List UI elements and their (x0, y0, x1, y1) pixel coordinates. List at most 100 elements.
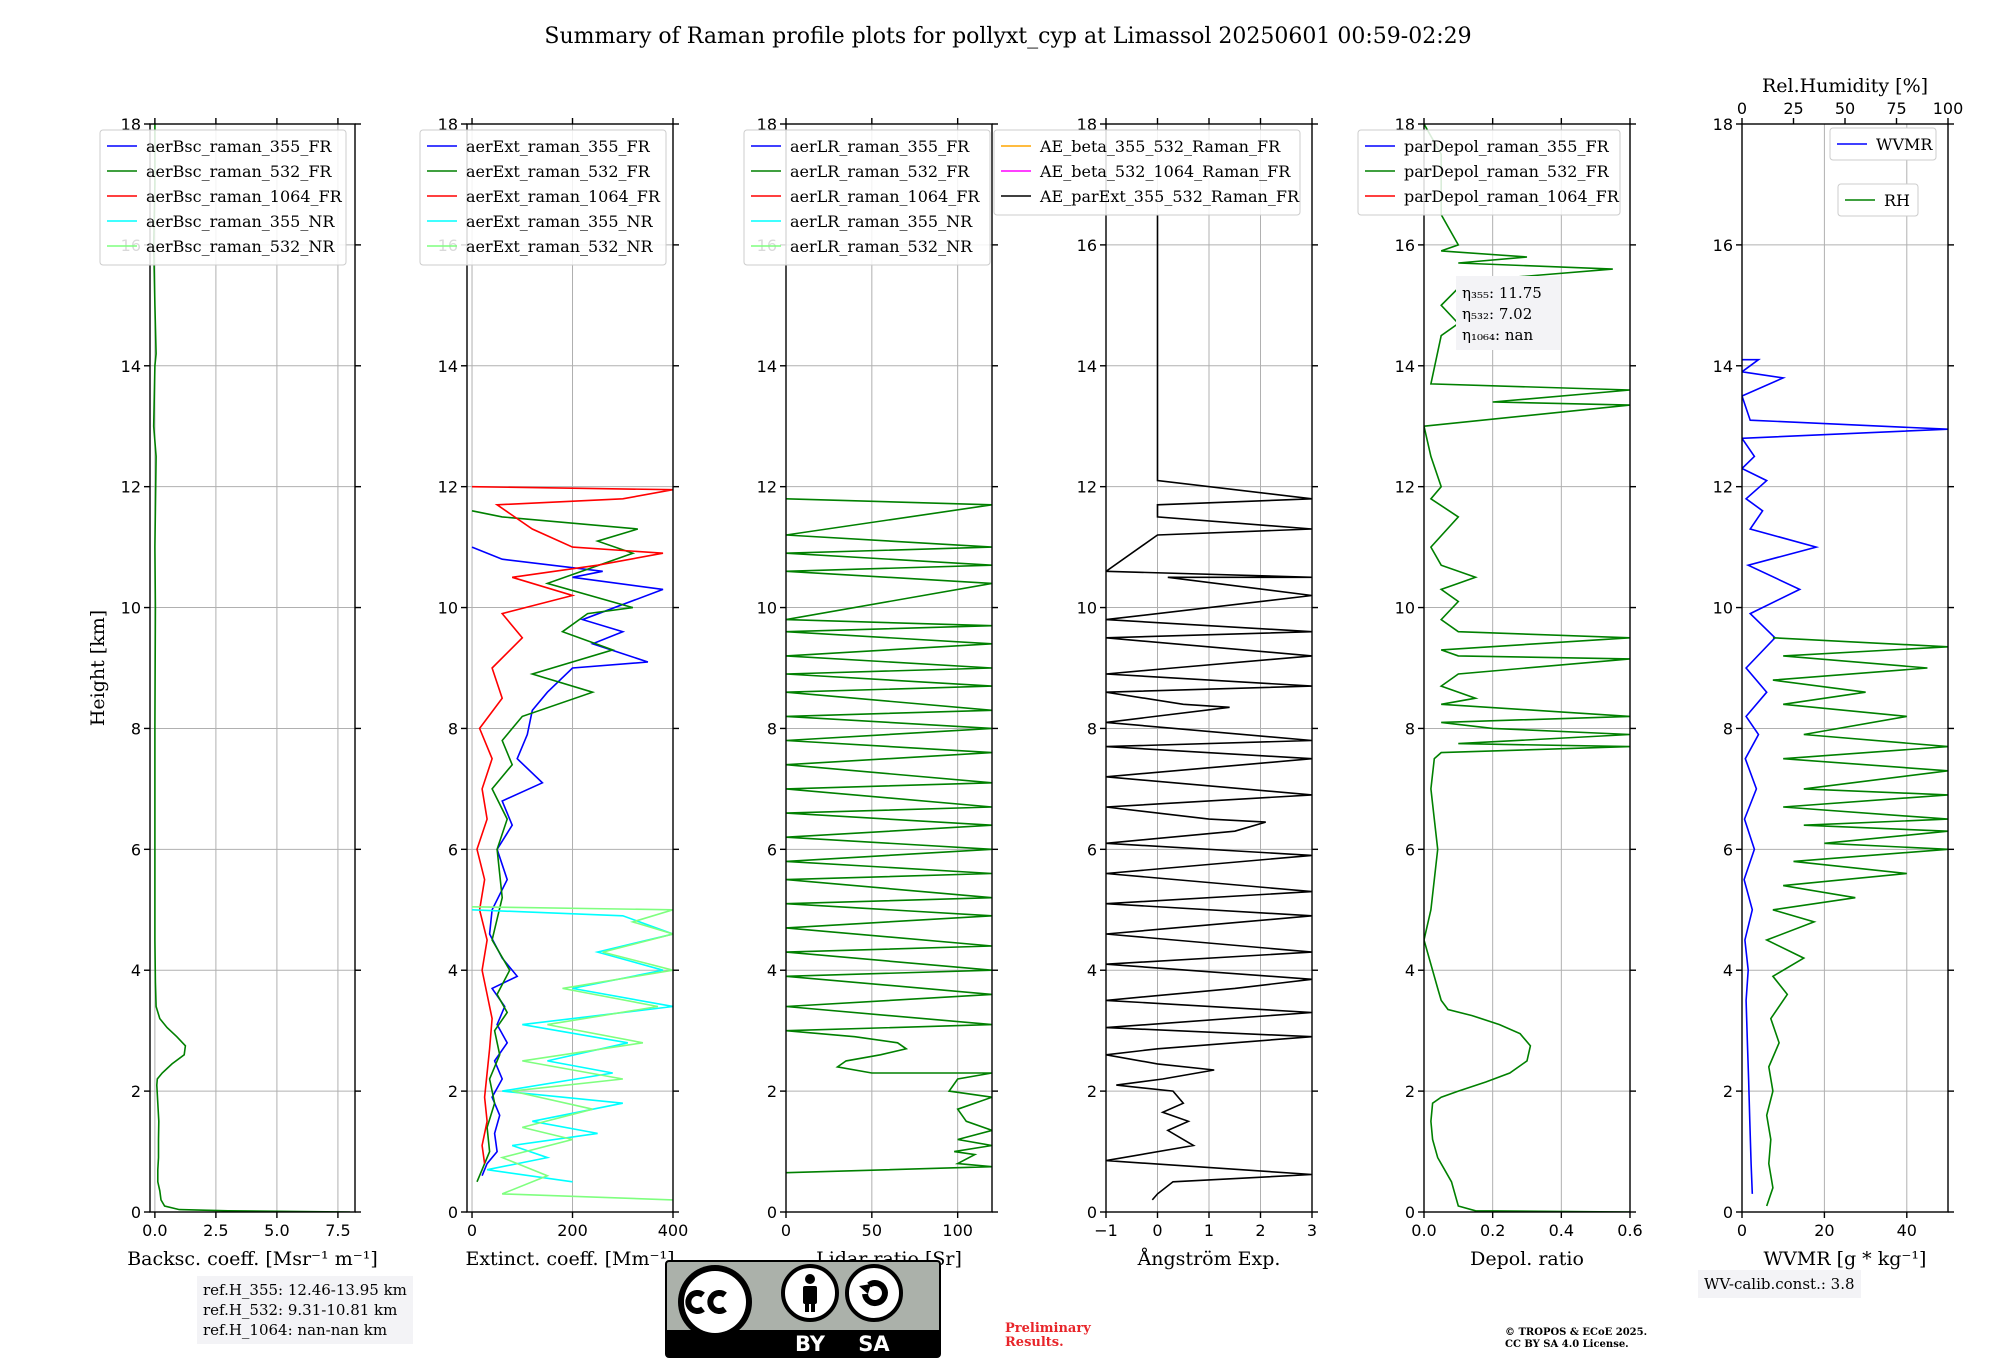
x-axis-label: Extinct. coeff. [Mm⁻¹] (465, 1248, 674, 1270)
xtick-label: 1 (1204, 1221, 1214, 1240)
panel-lidar_ratio: 024681012141618050100Lidar ratio [Sr]aer… (743, 115, 998, 1270)
xtick-label: 50 (862, 1221, 882, 1240)
series-parDepol_raman_532_FR (1424, 124, 1630, 1212)
legend-label: WVMR (1876, 135, 1933, 154)
ytick-label: 0 (767, 1203, 777, 1222)
preliminary-line2: Results. (1005, 1335, 1064, 1350)
ytick-label: 12 (1713, 478, 1733, 497)
legend-label: AE_beta_355_532_Raman_FR (1039, 137, 1281, 156)
ytick-label: 2 (1723, 1082, 1733, 1101)
ytick-label: 2 (448, 1082, 458, 1101)
ytick-label: 2 (1087, 1082, 1097, 1101)
legend-label: aerExt_raman_532_NR (466, 237, 654, 256)
copyright-line2: CC BY SA 4.0 License. (1505, 1339, 1629, 1350)
series-aerExt_raman_355_FR (471, 546, 664, 1177)
ytick-label: 14 (1713, 357, 1733, 376)
ytick-label: 6 (767, 840, 777, 859)
ytick-label: 6 (1087, 840, 1097, 859)
ytick-label: 4 (1405, 961, 1415, 980)
ytick-label: 2 (767, 1082, 777, 1101)
legend-label: AE_parExt_355_532_Raman_FR (1039, 187, 1300, 206)
ytick-label: 18 (757, 115, 777, 134)
legend-box (1829, 127, 1937, 161)
top-xtick-label: 25 (1783, 99, 1803, 118)
xtick-label: 0 (1152, 1221, 1162, 1240)
legend-box (1357, 129, 1621, 216)
ytick-label: 4 (1087, 961, 1097, 980)
copyright-note: © TROPOS & ECoE 2025. CC BY SA 4.0 Licen… (1505, 1327, 1647, 1351)
ytick-label: 12 (438, 478, 458, 497)
series-AE_parExt_355_532_Raman_FR (1106, 214, 1312, 1201)
ytick-label: 6 (131, 840, 141, 859)
ytick-label: 18 (1713, 115, 1733, 134)
legend-label: aerBsc_raman_355_NR (146, 212, 335, 231)
top-xtick-label: 0 (1737, 99, 1747, 118)
legend-box (419, 129, 667, 266)
ytick-label: 16 (1077, 236, 1097, 255)
ytick-label: 0 (1405, 1203, 1415, 1222)
ytick-label: 8 (448, 719, 458, 738)
reference-heights-box: ref.H_355: 12.46-13.95 km ref.H_532: 9.3… (197, 1276, 413, 1344)
legend-label: parDepol_raman_1064_FR (1404, 187, 1620, 206)
ytick-label: 18 (121, 115, 141, 134)
ytick-label: 12 (121, 478, 141, 497)
xtick-label: 0.2 (1480, 1221, 1505, 1240)
series-WVMR (1742, 358, 1948, 1194)
xtick-label: 20 (1814, 1221, 1834, 1240)
legend-label: aerLR_raman_532_NR (790, 237, 973, 256)
legend-label: RH (1884, 191, 1910, 210)
wv-calibration-box: WV-calib.const.: 3.8 (1698, 1270, 1861, 1298)
ytick-label: 18 (438, 115, 458, 134)
legend-label: aerLR_raman_1064_FR (790, 187, 980, 206)
eta-box (1456, 276, 1560, 350)
ytick-label: 14 (1395, 357, 1415, 376)
xtick-label: 3 (1307, 1221, 1317, 1240)
panel-extinction: 0246810121416180200400Extinct. coeff. [M… (419, 115, 688, 1270)
eta-value: η₅₃₂: 7.02 (1462, 305, 1532, 323)
xtick-label: 0.0 (1411, 1221, 1436, 1240)
xtick-label: 0.6 (1617, 1221, 1642, 1240)
axes-frame (1741, 123, 1949, 1213)
ytick-label: 12 (757, 478, 777, 497)
eta-value: η₃₅₅: 11.75 (1462, 284, 1542, 302)
xtick-label: 7.5 (325, 1221, 350, 1240)
legend-label: AE_beta_532_1064_Raman_FR (1039, 162, 1291, 181)
ytick-label: 6 (1405, 840, 1415, 859)
xtick-label: 5.0 (264, 1221, 289, 1240)
ytick-label: 10 (1713, 599, 1733, 618)
legend-label: parDepol_raman_532_FR (1404, 162, 1610, 181)
xtick-label: 0 (467, 1221, 477, 1240)
ytick-label: 8 (1405, 719, 1415, 738)
legend-box (743, 129, 991, 266)
x-axis-label: WVMR [g * kg⁻¹] (1764, 1248, 1927, 1270)
ytick-label: 0 (1723, 1203, 1733, 1222)
ytick-label: 8 (1723, 719, 1733, 738)
legend-box (99, 129, 347, 266)
legend-box (1837, 183, 1919, 217)
axes-frame (1423, 123, 1631, 1213)
panel-depolarization: 0 2 4 6 8 10 12 14 16 18 0.0 0.2 0.4 0.6 Depol. ratio p… (1357, 115, 1643, 1270)
figure-title: Summary of Raman profile plots for polly… (544, 24, 1471, 49)
ytick-label: 8 (767, 719, 777, 738)
series-aerExt_raman_532_FR (471, 510, 639, 1183)
axes-frame (149, 123, 356, 1213)
xtick-label: 0.4 (1549, 1221, 1574, 1240)
axes-frame (785, 123, 993, 1213)
ytick-label: 4 (767, 961, 777, 980)
legend-label: aerExt_raman_355_FR (466, 137, 651, 156)
legend-label: aerLR_raman_532_FR (790, 162, 970, 181)
legend-label: aerLR_raman_355_FR (790, 137, 970, 156)
ytick-label: 10 (438, 599, 458, 618)
ytick-label: 0 (1087, 1203, 1097, 1222)
xtick-label: 0 (781, 1221, 791, 1240)
ytick-label: 14 (438, 357, 458, 376)
legend-label: aerBsc_raman_1064_FR (146, 187, 343, 206)
ytick-label: 0 (131, 1203, 141, 1222)
xtick-label: 40 (1897, 1221, 1917, 1240)
ref-height-355: ref.H_355: 12.46-13.95 km (203, 1281, 407, 1299)
series-aerBsc_raman_532_FR (152, 124, 351, 1212)
ytick-label: 2 (131, 1082, 141, 1101)
